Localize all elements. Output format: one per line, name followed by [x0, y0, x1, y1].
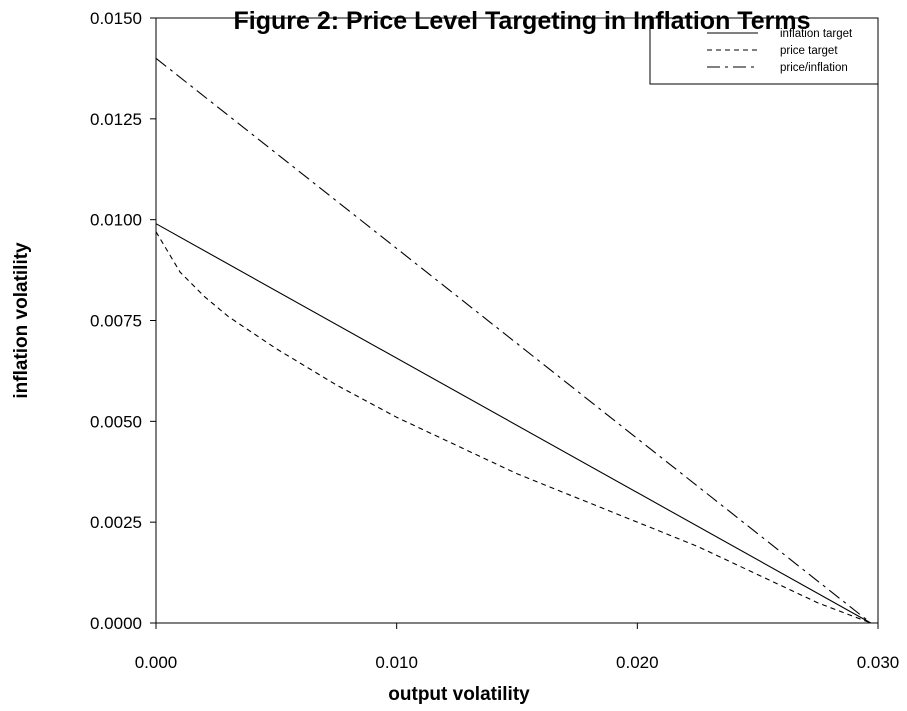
- series-layer: [156, 58, 871, 623]
- x-axis-title: output volatility: [388, 684, 530, 705]
- y-tick-label: 0.0125: [90, 110, 142, 129]
- y-axis-title: inflation volatility: [11, 242, 32, 399]
- series-line-price-target: [156, 232, 871, 623]
- x-tick-label: 0.020: [616, 653, 659, 672]
- y-tick-label: 0.0000: [90, 614, 142, 633]
- y-tick-label: 0.0050: [90, 412, 142, 431]
- axes: 0.000 0.010 0.020 0.030 0.0000 0.0025 0.0050 0.…: [90, 9, 899, 672]
- y-tick-label: 0.0100: [90, 211, 142, 230]
- x-tick-label: 0.000: [135, 653, 178, 672]
- series-line-inflation-target: [156, 224, 871, 623]
- series-line-price-inflation: [156, 58, 871, 623]
- y-tick-label: 0.0075: [90, 312, 142, 331]
- x-tick-label: 0.030: [857, 653, 900, 672]
- y-tick-label: 0.0025: [90, 513, 142, 532]
- plot-frame: [156, 18, 878, 623]
- legend-label: price/inflation: [780, 62, 848, 74]
- y-tick-label: 0.0150: [90, 9, 142, 28]
- legend-label: price target: [780, 45, 838, 57]
- x-tick-label: 0.010: [375, 653, 418, 672]
- chart-title: Figure 2: Price Level Targeting in Infla…: [234, 7, 811, 35]
